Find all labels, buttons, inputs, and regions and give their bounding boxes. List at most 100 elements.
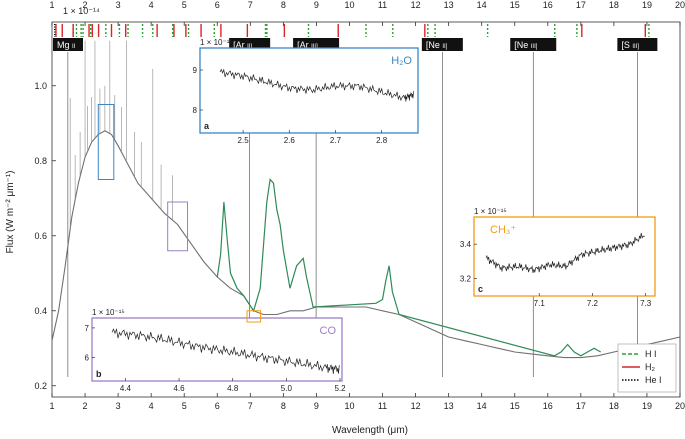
x-tick-label: 4 [149,401,154,411]
legend-label: He I [645,375,662,385]
x-top-tick-label: 8 [281,0,286,10]
y-tick-label: 0.8 [34,156,47,166]
ion-label-element: [Ne [426,40,443,50]
spectrum-series [51,40,681,359]
ion-label: [Ne II] [426,40,448,50]
plot-frame [51,21,681,398]
x-top-tick-label: 13 [444,0,454,10]
x-tick-label: 1 [49,401,54,411]
x-top-tick-label: 19 [642,0,652,10]
x-tick-label: 17 [576,401,586,411]
ion-label: Mg II [57,40,76,50]
inset-exponent: 1 × 10⁻¹⁵ [92,308,125,317]
x-tick-label: 14 [477,401,487,411]
inset-line [485,232,645,273]
x-top-tick-label: 11 [378,0,387,10]
x-top-tick-label: 1 [49,0,54,10]
x-tick-label: 15 [510,401,520,411]
x-tick-label: 10 [344,401,354,411]
zoom-region [246,310,262,323]
main-axes: 1 2 3 4 5 6 7 8 9 10 11 12 13 14 15 16 17 18 19 201 2 3 4 5 6 7 8 9… [34,0,685,411]
x-top-tick-label: 7 [248,0,253,10]
ion-label-element: [Ne [514,40,531,50]
ion-label-element: [S [621,40,632,50]
x-top-tick-label: 10 [344,0,354,10]
inset-exponent: 1 × 10⁻¹⁵ [474,207,507,216]
x-tick-label: 5 [182,401,187,411]
ion-label-box [53,38,83,51]
x-top-tick-label: 5 [182,0,187,10]
zoom-region [97,104,115,180]
x-top-tick-label: 2 [83,0,88,10]
spectrum-line [51,130,681,359]
ion-label: [Ne III] [514,40,538,50]
ion-label-state: III] [632,44,639,50]
inset-y-tick-label: 8 [193,106,198,115]
y-tick-label: 0.6 [34,231,47,241]
x-top-tick-label: 16 [543,0,553,10]
x-top-tick-label: 15 [510,0,520,10]
inset-x-tick-label: 2.8 [376,136,388,145]
y-tick-label: 0.2 [34,381,47,391]
x-tick-label: 19 [642,401,652,411]
x-top-tick-label: 6 [215,0,220,10]
inset-x-tick-label: 5.0 [281,384,293,393]
spectrum-line [216,178,601,357]
panel-letter: a [204,121,210,131]
ion-label-state: II] [442,44,447,50]
x-top-tick-label: 17 [576,0,586,10]
ion-label-state: II] [247,44,252,50]
molecule-label: CH₃⁺ [490,224,516,236]
panel-letter: c [478,284,483,294]
x-top-tick-label: 18 [609,0,619,10]
x-axis-label: Wavelength (μm) [332,425,408,436]
inset-frame [91,317,343,382]
zoom-region [167,201,189,252]
x-top-tick-label: 20 [675,0,685,10]
x-tick-label: 2 [83,401,88,411]
ion-label-element: Mg [57,40,72,50]
panel-letter-bg [475,283,486,295]
ion-label-element: [Ar [297,40,311,50]
molecule-label: CO [320,325,337,337]
molecule-label: H₂O [391,55,412,67]
ion-label-state: II [72,44,76,50]
x-tick-label: 20 [675,401,685,411]
inset-line [219,68,414,102]
inset-x-tick-label: 2.7 [330,136,342,145]
ion-label-state: III] [531,44,538,50]
inset-x-tick-label: 2.5 [238,136,250,145]
ion-label-element: [Ar [233,40,247,50]
x-tick-label: 7 [248,401,253,411]
legend-label: H₂ [645,362,655,372]
inset-x-tick-label: 4.8 [227,384,239,393]
x-tick-label: 13 [444,401,454,411]
y-exponent: 1 × 10⁻¹⁴ [63,6,100,16]
inset-x-tick-label: 7.1 [534,299,546,308]
x-tick-label: 18 [609,401,619,411]
inset-frame [199,47,419,134]
ion-label-state: III] [311,44,318,50]
y-tick-label: 0.4 [34,306,47,316]
inset-y-tick-label: 3.2 [460,274,472,283]
x-top-tick-label: 4 [149,0,154,10]
inset-x-tick-label: 7.2 [587,299,599,308]
inset-y-tick-label: 3.4 [460,240,472,249]
x-tick-label: 16 [543,401,553,411]
inset-x-tick-label: 2.6 [284,136,296,145]
legend-label: H I [645,349,657,359]
x-tick-label: 12 [411,401,421,411]
x-top-tick-label: 14 [477,0,487,10]
x-tick-label: 3 [116,401,121,411]
inset-exponent: 1 × 10⁻¹⁵ [200,38,233,47]
inset-line [111,327,340,375]
ion-label-box [421,38,463,51]
panel-letter-bg [93,368,104,380]
x-tick-label: 11 [378,401,387,411]
panel-letter-bg [201,120,212,132]
inset-x-tick-label: 7.3 [640,299,652,308]
x-top-tick-label: 12 [411,0,421,10]
inset-y-tick-label: 6 [85,353,90,362]
inset-y-tick-label: 7 [85,324,90,333]
